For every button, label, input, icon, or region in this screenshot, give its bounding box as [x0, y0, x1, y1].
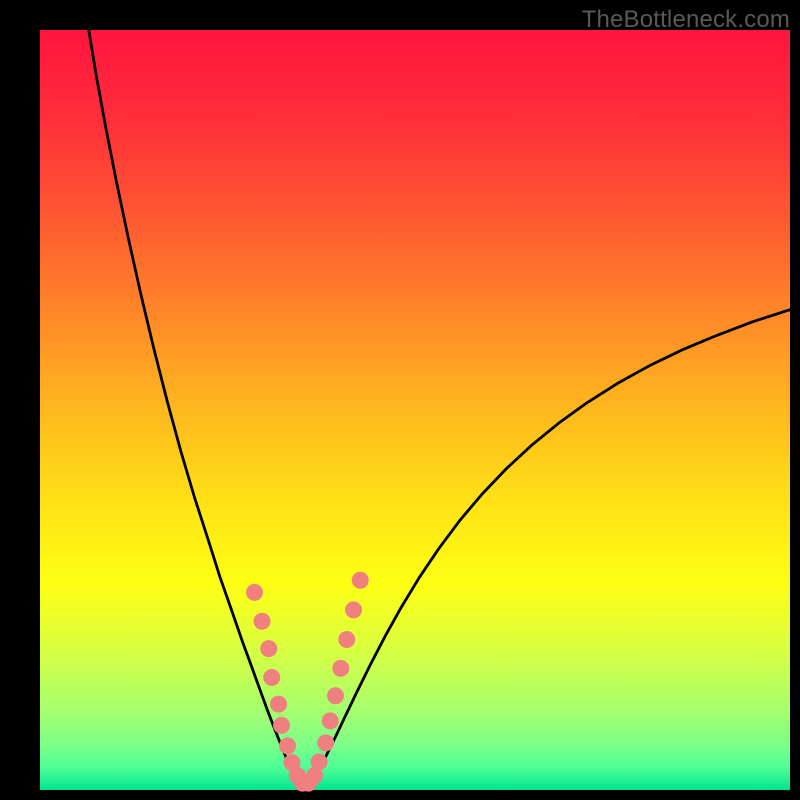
- data-marker: [270, 696, 287, 713]
- data-marker: [260, 640, 277, 657]
- data-marker: [263, 669, 280, 686]
- data-marker: [246, 584, 263, 601]
- data-marker: [322, 712, 339, 729]
- data-marker: [352, 572, 369, 589]
- watermark-text: TheBottleneck.com: [582, 6, 790, 34]
- data-marker: [273, 717, 290, 734]
- plot-background: [40, 30, 790, 790]
- data-marker: [332, 660, 349, 677]
- data-marker: [317, 734, 334, 751]
- data-marker: [279, 737, 296, 754]
- data-marker: [338, 631, 355, 648]
- data-marker: [311, 753, 328, 770]
- data-marker: [345, 601, 362, 618]
- data-marker: [327, 687, 344, 704]
- data-marker: [254, 613, 271, 630]
- bottleneck-chart: [0, 0, 800, 800]
